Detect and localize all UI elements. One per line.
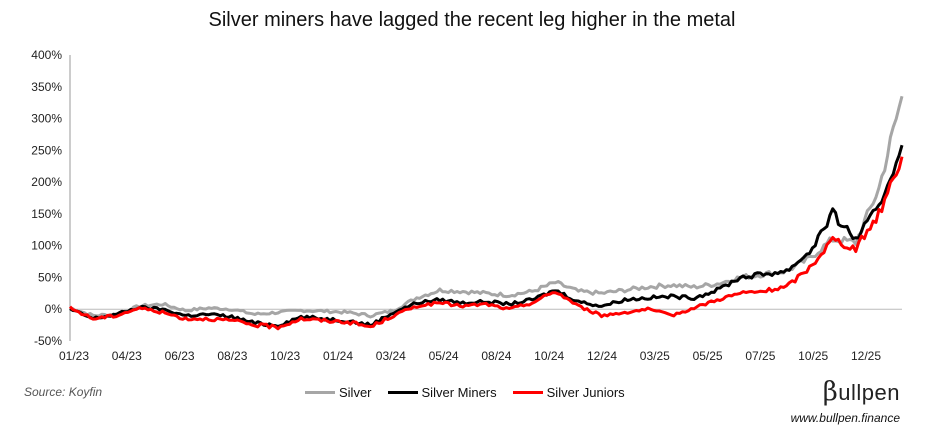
x-tick-label: 10/25 (798, 349, 828, 363)
x-tick-label: 01/23 (59, 349, 89, 363)
x-tick-label: 07/25 (745, 349, 775, 363)
y-tick-label: 350% (31, 80, 62, 94)
y-tick-label: 400% (31, 48, 62, 62)
y-tick-label: 150% (31, 207, 62, 221)
x-tick-label: 05/25 (693, 349, 723, 363)
y-tick-label: 0% (45, 302, 63, 316)
y-tick-label: 200% (31, 175, 62, 189)
series-line-silver-juniors (68, 156, 904, 331)
y-tick-label: 50% (38, 270, 62, 284)
legend-swatch-silver-miners (387, 391, 418, 394)
legend-item-silver-juniors: Silver Juniors (512, 385, 625, 400)
brand-url: www.bullpen.finance (790, 411, 900, 425)
x-tick-label: 12/24 (587, 349, 617, 363)
legend-label-silver-juniors: Silver Juniors (546, 385, 625, 400)
legend-label-silver-miners: Silver Miners (421, 385, 497, 400)
x-tick-label: 08/23 (217, 349, 247, 363)
series-line-silver (69, 95, 904, 319)
x-tick-label: 05/24 (429, 349, 459, 363)
y-tick-label: -50% (34, 334, 62, 348)
legend: Silver Silver Miners Silver Juniors (305, 385, 625, 400)
brand-logo: βullpen (822, 377, 900, 407)
x-tick-label: 04/23 (112, 349, 142, 363)
x-tick-label: 03/25 (640, 349, 670, 363)
y-tick-label: 250% (31, 143, 62, 157)
x-tick-label: 03/24 (376, 349, 406, 363)
series-line-silver-miners (69, 144, 904, 328)
series-group (68, 95, 904, 331)
chart-title: Silver miners have lagged the recent leg… (209, 9, 736, 31)
x-tick-label: 10/24 (534, 349, 564, 363)
x-tick-label: 06/23 (165, 349, 195, 363)
x-tick-label: 10/23 (270, 349, 300, 363)
x-tick-label: 01/24 (323, 349, 353, 363)
legend-swatch-silver-juniors (512, 391, 543, 394)
y-tick-label: 300% (31, 112, 62, 126)
legend-swatch-silver (305, 391, 335, 394)
legend-label-silver: Silver (339, 385, 372, 400)
x-tick-label: 12/25 (851, 349, 881, 363)
y-tick-label: 100% (31, 239, 62, 253)
x-tick-label: 08/24 (481, 349, 511, 363)
legend-item-silver-miners: Silver Miners (387, 385, 497, 400)
legend-item-silver: Silver (305, 385, 372, 400)
y-axis: 400% 350% 300% 250% 200% 150% 100% 50% 0% -50% (31, 48, 902, 348)
source-note: Source: Koyfin (24, 385, 103, 399)
x-axis: 01/23 04/23 06/23 08/23 10/23 01/24 03/24 05/24… (59, 349, 881, 363)
